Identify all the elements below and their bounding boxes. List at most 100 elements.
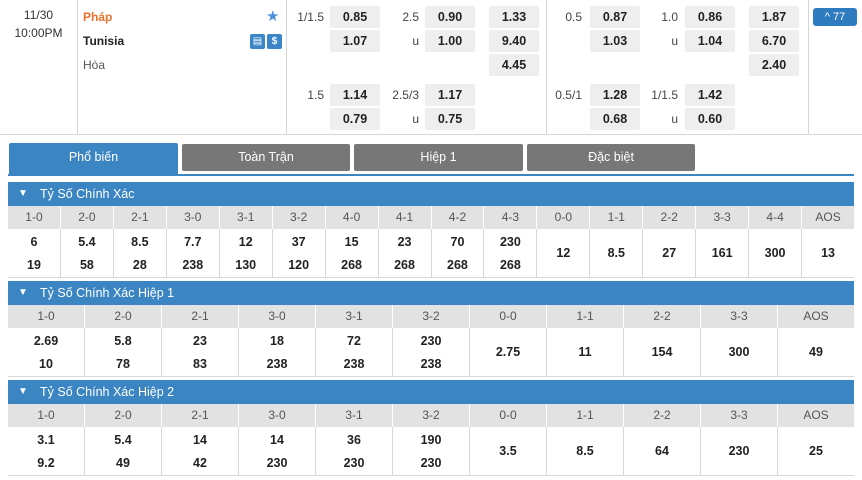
section-header[interactable]: ▼ Tỷ Số Chính Xác	[8, 182, 854, 206]
home-score-odds[interactable]: 70	[450, 235, 465, 249]
home-score-odds[interactable]: 190	[420, 433, 442, 447]
score-odds[interactable]: 27	[662, 246, 677, 260]
score-odds[interactable]: 2.75	[495, 345, 521, 359]
h1-ou-over-1[interactable]: 0.86	[685, 6, 735, 28]
dollar-icon[interactable]: $	[267, 34, 282, 49]
h1-hdp-away-2[interactable]: 0.68	[590, 108, 640, 130]
odds-cell: 230 238	[393, 328, 470, 376]
h1-ou-over-2[interactable]: 1.42	[685, 84, 735, 106]
collapse-chevron-icon[interactable]: ▼	[18, 287, 28, 298]
away-score-odds[interactable]: 58	[79, 258, 94, 272]
home-score-odds[interactable]: 7.7	[184, 235, 202, 249]
section-header[interactable]: ▼ Tỷ Số Chính Xác Hiệp 1	[8, 281, 854, 305]
score-odds[interactable]: 161	[711, 246, 733, 260]
section-header[interactable]: ▼ Tỷ Số Chính Xác Hiệp 2	[8, 380, 854, 404]
tab-hiep-1[interactable]: Hiệp 1	[354, 144, 523, 171]
tab-pho-bien[interactable]: Phổ biến	[9, 143, 178, 175]
score-odds[interactable]: 154	[651, 345, 673, 359]
home-score-odds[interactable]: 12	[238, 235, 253, 249]
ft-1x2-draw[interactable]: 4.45	[489, 54, 539, 76]
score-odds[interactable]: 64	[655, 444, 669, 458]
score-header: 2-2	[643, 206, 697, 229]
away-score-odds[interactable]: 268	[394, 258, 415, 272]
away-score-odds[interactable]: 130	[235, 258, 257, 272]
home-score-odds[interactable]: 18	[270, 334, 284, 348]
home-score-odds[interactable]: 230	[420, 334, 442, 348]
away-score-odds[interactable]: 238	[343, 357, 365, 371]
score-odds[interactable]: 230	[728, 444, 750, 458]
home-score-odds[interactable]: 15	[344, 235, 359, 249]
h1-1x2-away[interactable]: 6.70	[749, 30, 799, 52]
home-score-odds[interactable]: 36	[347, 433, 361, 447]
home-score-odds[interactable]: 8.5	[131, 235, 149, 249]
score-odds[interactable]: 3.5	[499, 444, 517, 458]
away-score-odds[interactable]: 238	[182, 258, 204, 272]
tab-toan-tran[interactable]: Toàn Trận	[182, 144, 350, 171]
home-score-odds[interactable]: 5.4	[78, 235, 96, 249]
ft-ou-over-1[interactable]: 0.90	[425, 6, 475, 28]
away-score-odds[interactable]: 268	[447, 258, 468, 272]
away-score-odds[interactable]: 83	[193, 357, 207, 371]
home-score-odds[interactable]: 3.1	[37, 433, 55, 447]
ft-ou-under-2[interactable]: 0.75	[425, 108, 475, 130]
away-score-odds[interactable]: 238	[266, 357, 288, 371]
away-score-odds[interactable]: 230	[266, 456, 288, 470]
stats-icon[interactable]: ▤	[250, 34, 265, 49]
away-score-odds[interactable]: 268	[499, 258, 521, 272]
h1-hdp-away-1[interactable]: 1.03	[590, 30, 640, 52]
home-score-odds[interactable]: 37	[291, 235, 306, 249]
home-score-odds[interactable]: 5.4	[114, 433, 132, 447]
home-score-odds[interactable]: 230	[499, 235, 521, 249]
h1-ou-under-2[interactable]: 0.60	[685, 108, 735, 130]
ft-1x2-home[interactable]: 1.33	[489, 6, 539, 28]
h1-1x2-home[interactable]: 1.87	[749, 6, 799, 28]
ft-1x2-away[interactable]: 9.40	[489, 30, 539, 52]
away-score-odds[interactable]: 78	[116, 357, 130, 371]
score-odds[interactable]: 8.5	[607, 246, 625, 260]
away-score-odds[interactable]: 230	[343, 456, 365, 470]
h1-hdp-home-2[interactable]: 1.28	[590, 84, 640, 106]
home-team[interactable]: Pháp	[83, 10, 113, 24]
score-odds[interactable]: 300	[728, 345, 750, 359]
home-score-odds[interactable]: 14	[270, 433, 284, 447]
ft-hdp-home-2[interactable]: 1.14	[330, 84, 380, 106]
home-score-odds[interactable]: 72	[347, 334, 361, 348]
score-odds[interactable]: 25	[809, 444, 823, 458]
h1-hdp-home-1[interactable]: 0.87	[590, 6, 640, 28]
home-score-odds[interactable]: 14	[193, 433, 207, 447]
away-score-odds[interactable]: 10	[39, 357, 53, 371]
away-score-odds[interactable]: 9.2	[37, 456, 55, 470]
h1-ou-under-1[interactable]: 1.04	[685, 30, 735, 52]
ft-ou-under-1[interactable]: 1.00	[425, 30, 475, 52]
score-odds[interactable]: 11	[578, 345, 592, 359]
away-team[interactable]: Tunisia	[83, 34, 125, 48]
away-score-odds[interactable]: 120	[288, 258, 310, 272]
home-score-odds[interactable]: 6	[30, 235, 38, 249]
away-score-odds[interactable]: 268	[341, 258, 363, 272]
home-score-odds[interactable]: 5.8	[114, 334, 132, 348]
score-odds[interactable]: 300	[764, 246, 786, 260]
home-score-odds[interactable]: 2.69	[33, 334, 59, 348]
away-score-odds[interactable]: 28	[132, 258, 147, 272]
away-score-odds[interactable]: 19	[27, 258, 41, 272]
away-score-odds[interactable]: 42	[193, 456, 207, 470]
score-odds[interactable]: 8.5	[576, 444, 594, 458]
h1-1x2-draw[interactable]: 2.40	[749, 54, 799, 76]
score-odds[interactable]: 49	[809, 345, 823, 359]
ft-hdp-away-2[interactable]: 0.79	[330, 108, 380, 130]
collapse-chevron-icon[interactable]: ▼	[18, 386, 28, 397]
ft-ou-over-2[interactable]: 1.17	[425, 84, 475, 106]
tab-dac-biet[interactable]: Đặc biệt	[527, 144, 695, 171]
ft-hdp-home-1[interactable]: 0.85	[330, 6, 380, 28]
away-score-odds[interactable]: 238	[420, 357, 442, 371]
ft-hdp-away-1[interactable]: 1.07	[330, 30, 380, 52]
away-score-odds[interactable]: 49	[116, 456, 130, 470]
more-markets-button[interactable]: ^ 77	[813, 8, 857, 26]
collapse-chevron-icon[interactable]: ▼	[18, 188, 28, 199]
score-odds[interactable]: 13	[821, 246, 835, 260]
away-score-odds[interactable]: 230	[420, 456, 442, 470]
home-score-odds[interactable]: 23	[193, 334, 207, 348]
favorite-star-icon[interactable]: ★	[266, 8, 280, 25]
home-score-odds[interactable]: 23	[397, 235, 412, 249]
score-odds[interactable]: 12	[556, 246, 571, 260]
